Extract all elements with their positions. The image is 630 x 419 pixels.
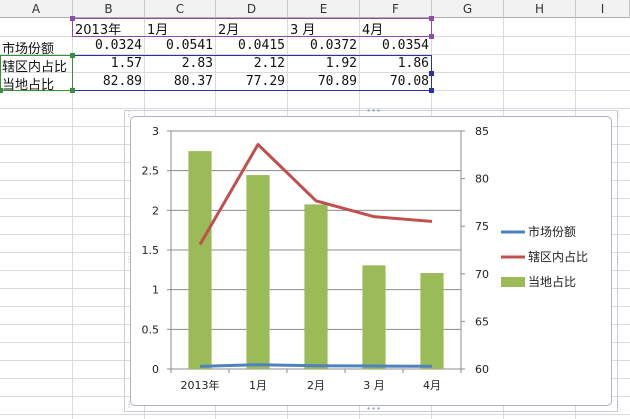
- resize-grip-right[interactable]: ⋮: [614, 255, 622, 264]
- data-cell[interactable]: 70.89: [317, 74, 357, 89]
- legend-swatch: [501, 277, 525, 287]
- bar-当地占比: [188, 151, 212, 369]
- range-handle[interactable]: [429, 88, 434, 93]
- column-header-e[interactable]: E: [288, 0, 360, 18]
- chart-selection-frame[interactable]: [124, 110, 618, 412]
- header-cell[interactable]: 3 月: [290, 23, 316, 38]
- resize-grip-corner[interactable]: ⋮: [614, 110, 622, 119]
- category-axis-label: 3 月: [363, 379, 385, 392]
- left-axis-tick-label: 0.5: [142, 323, 160, 336]
- left-axis-tick-label: 3: [152, 125, 159, 138]
- column-header-g[interactable]: G: [432, 0, 504, 18]
- data-cell[interactable]: 0.0415: [238, 38, 285, 53]
- legend-label: 市场份额: [528, 224, 576, 239]
- legend-label: 当地占比: [528, 274, 576, 289]
- column-header-h[interactable]: H: [504, 0, 576, 18]
- resize-grip-corner[interactable]: ⋮: [614, 400, 622, 409]
- legend-label: 辖区内占比: [528, 249, 588, 264]
- data-cell[interactable]: 70.08: [389, 74, 429, 89]
- row-label-cell[interactable]: 当地占比: [2, 78, 55, 91]
- grid-row-line: [0, 72, 630, 73]
- left-axis-tick-label: 1: [152, 284, 159, 297]
- line-series-辖区内占比: [198, 142, 433, 246]
- data-cell[interactable]: 1.92: [325, 56, 357, 71]
- data-cell[interactable]: 0.0541: [166, 38, 213, 53]
- line-series-市场份额: [199, 363, 433, 368]
- data-cell[interactable]: 0.0354: [382, 38, 429, 53]
- right-axis-tick-label: 60: [475, 363, 489, 376]
- combo-chart[interactable]: 0 0.5 1 1.5 2 2.5 3 60 65 70 75 80 85 2013年 1月 2月 3 月 4月 市…: [130, 116, 612, 406]
- column-header-c[interactable]: C: [145, 0, 216, 18]
- data-cell[interactable]: 77.29: [245, 74, 285, 89]
- chart-plot: 0 0.5 1 1.5 2 2.5 3 60 65 70 75 80 85 2013年 1月 2月 3 月 4月 市…: [142, 125, 589, 392]
- category-axis-label: 2月: [307, 379, 325, 392]
- bar-当地占比: [362, 265, 386, 369]
- header-cell[interactable]: 2月: [218, 23, 240, 38]
- resize-grip-top[interactable]: ∙∙∙: [366, 106, 382, 115]
- left-axis-tick-label: 2.5: [142, 165, 160, 178]
- data-cell[interactable]: 2.83: [181, 56, 213, 71]
- right-axis-tick-label: 85: [475, 125, 489, 138]
- resize-grip-bottom[interactable]: ∙∙∙: [366, 404, 382, 413]
- data-cell[interactable]: 82.89: [102, 74, 142, 89]
- data-cell[interactable]: 80.37: [173, 74, 213, 89]
- grid-row-line: [0, 54, 630, 55]
- grid-row-line: [0, 414, 630, 415]
- header-cell[interactable]: 1月: [147, 23, 169, 38]
- resize-grip-corner[interactable]: ⋮: [125, 400, 133, 409]
- range-handle[interactable]: [429, 71, 434, 76]
- resize-grip-left[interactable]: ⋮: [125, 255, 133, 264]
- range-handle[interactable]: [70, 53, 75, 58]
- bar-当地占比: [246, 175, 270, 369]
- category-axis-label: 2013年: [181, 378, 220, 392]
- right-axis-tick-label: 75: [475, 220, 489, 233]
- header-cell[interactable]: 2013年: [75, 23, 122, 38]
- column-header-b[interactable]: B: [73, 0, 145, 18]
- series-name-frame: [0, 55, 73, 91]
- data-cell[interactable]: 1.86: [397, 56, 429, 71]
- range-handle[interactable]: [429, 16, 434, 21]
- row-label-cell[interactable]: 辖区内占比: [2, 60, 68, 73]
- category-axis-label: 4月: [423, 379, 441, 392]
- bar-当地占比: [304, 204, 328, 369]
- left-axis-tick-label: 1.5: [142, 244, 160, 257]
- column-header-i[interactable]: I: [576, 0, 630, 18]
- right-axis-tick-label: 80: [475, 173, 489, 186]
- header-cell[interactable]: 4月: [362, 23, 384, 38]
- range-handle[interactable]: [429, 34, 434, 39]
- bar-当地占比: [420, 273, 444, 369]
- left-axis-tick-label: 2: [152, 204, 159, 217]
- resize-grip-corner[interactable]: ⋮: [125, 110, 133, 119]
- category-range-frame: [72, 18, 432, 37]
- range-handle[interactable]: [0, 88, 3, 93]
- data-cell[interactable]: 2.12: [253, 56, 285, 71]
- category-axis-label: 1月: [249, 379, 267, 392]
- left-axis-tick-label: 0: [152, 363, 159, 376]
- data-cell[interactable]: 1.57: [110, 56, 142, 71]
- series-range-frame: [72, 55, 432, 91]
- right-axis-tick-label: 70: [475, 268, 489, 281]
- column-header-a[interactable]: A: [0, 0, 73, 18]
- grid-row-line: [0, 108, 630, 109]
- right-axis-tick-label: 65: [475, 315, 489, 328]
- row-label-cell[interactable]: 市场份额: [2, 42, 55, 55]
- data-cell[interactable]: 0.0372: [310, 38, 357, 53]
- column-header-f[interactable]: F: [360, 0, 432, 18]
- range-handle[interactable]: [70, 16, 75, 21]
- data-cell[interactable]: 0.0324: [95, 38, 142, 53]
- grid-column-line: [72, 18, 73, 419]
- column-header-d[interactable]: D: [216, 0, 288, 18]
- range-handle[interactable]: [70, 88, 75, 93]
